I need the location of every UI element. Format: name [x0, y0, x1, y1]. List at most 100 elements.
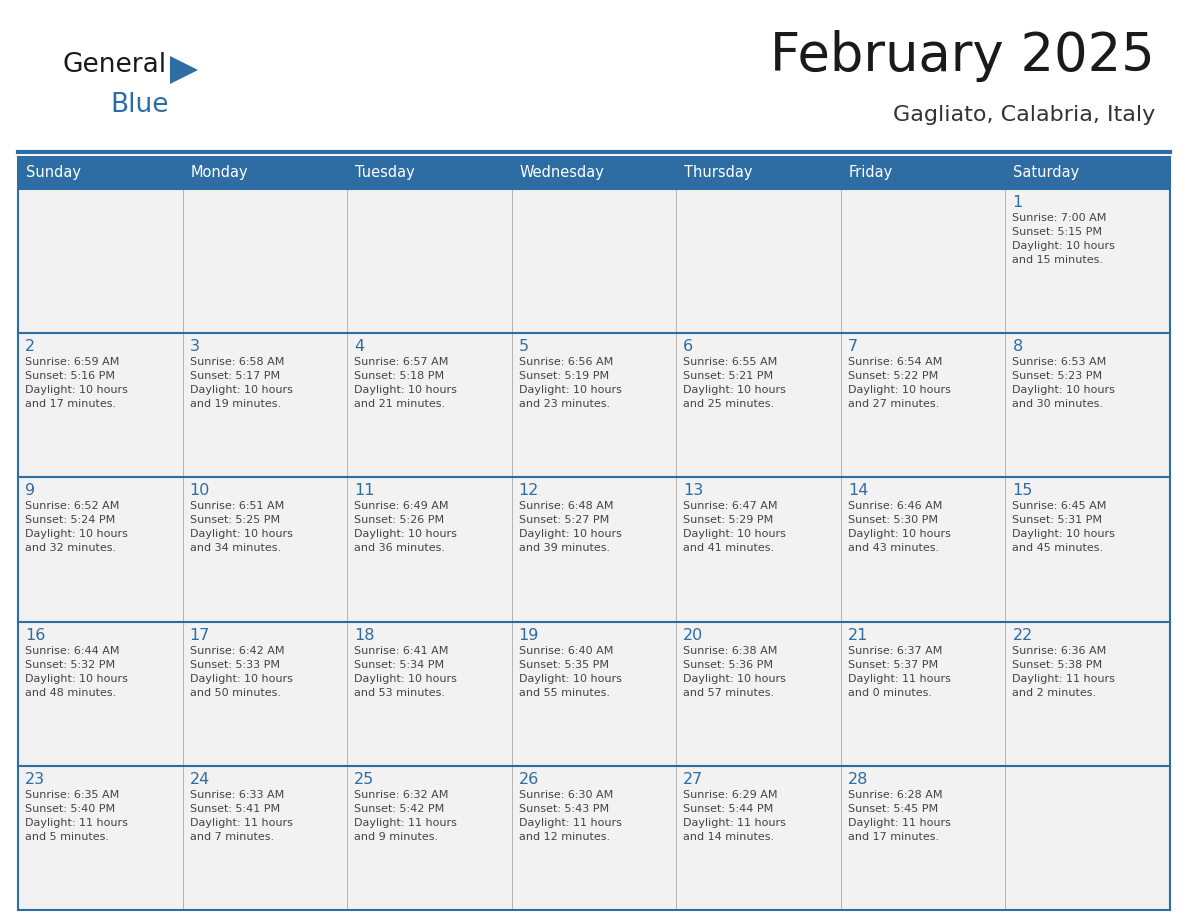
Text: Sunrise: 6:45 AM
Sunset: 5:31 PM
Daylight: 10 hours
and 45 minutes.: Sunrise: 6:45 AM Sunset: 5:31 PM Dayligh…	[1012, 501, 1116, 554]
Text: Sunrise: 6:47 AM
Sunset: 5:29 PM
Daylight: 10 hours
and 41 minutes.: Sunrise: 6:47 AM Sunset: 5:29 PM Dayligh…	[683, 501, 786, 554]
Bar	[676, 333, 841, 477]
Polygon shape	[170, 56, 198, 84]
Bar	[183, 157, 347, 189]
Text: Sunrise: 6:40 AM
Sunset: 5:35 PM
Daylight: 10 hours
and 55 minutes.: Sunrise: 6:40 AM Sunset: 5:35 PM Dayligh…	[519, 645, 621, 698]
Text: Tuesday: Tuesday	[355, 165, 415, 181]
Text: 24: 24	[190, 772, 210, 787]
Text: Sunday: Sunday	[26, 165, 81, 181]
Bar	[512, 477, 676, 621]
Text: 27: 27	[683, 772, 703, 787]
Text: 5: 5	[519, 339, 529, 354]
Bar	[183, 621, 347, 766]
Text: Sunrise: 6:41 AM
Sunset: 5:34 PM
Daylight: 10 hours
and 53 minutes.: Sunrise: 6:41 AM Sunset: 5:34 PM Dayligh…	[354, 645, 457, 698]
Text: 3: 3	[190, 339, 200, 354]
Text: 25: 25	[354, 772, 374, 787]
Bar	[1005, 477, 1170, 621]
Text: Sunrise: 6:49 AM
Sunset: 5:26 PM
Daylight: 10 hours
and 36 minutes.: Sunrise: 6:49 AM Sunset: 5:26 PM Dayligh…	[354, 501, 457, 554]
Bar	[183, 333, 347, 477]
Bar	[18, 157, 183, 189]
Bar	[676, 621, 841, 766]
Bar	[512, 766, 676, 910]
Text: 7: 7	[848, 339, 858, 354]
Text: Blue: Blue	[110, 92, 169, 118]
Bar	[676, 766, 841, 910]
Text: 17: 17	[190, 628, 210, 643]
Text: Wednesday: Wednesday	[519, 165, 605, 181]
Bar	[18, 189, 183, 333]
Text: Sunrise: 6:29 AM
Sunset: 5:44 PM
Daylight: 11 hours
and 14 minutes.: Sunrise: 6:29 AM Sunset: 5:44 PM Dayligh…	[683, 789, 786, 842]
Text: Sunrise: 6:30 AM
Sunset: 5:43 PM
Daylight: 11 hours
and 12 minutes.: Sunrise: 6:30 AM Sunset: 5:43 PM Dayligh…	[519, 789, 621, 842]
Text: Sunrise: 7:00 AM
Sunset: 5:15 PM
Daylight: 10 hours
and 15 minutes.: Sunrise: 7:00 AM Sunset: 5:15 PM Dayligh…	[1012, 213, 1116, 265]
Bar	[841, 333, 1005, 477]
Bar	[512, 157, 676, 189]
Text: 22: 22	[1012, 628, 1032, 643]
Text: Sunrise: 6:46 AM
Sunset: 5:30 PM
Daylight: 10 hours
and 43 minutes.: Sunrise: 6:46 AM Sunset: 5:30 PM Dayligh…	[848, 501, 950, 554]
Bar	[347, 157, 512, 189]
Text: Sunrise: 6:44 AM
Sunset: 5:32 PM
Daylight: 10 hours
and 48 minutes.: Sunrise: 6:44 AM Sunset: 5:32 PM Dayligh…	[25, 645, 128, 698]
Text: Sunrise: 6:33 AM
Sunset: 5:41 PM
Daylight: 11 hours
and 7 minutes.: Sunrise: 6:33 AM Sunset: 5:41 PM Dayligh…	[190, 789, 292, 842]
Text: 15: 15	[1012, 484, 1032, 498]
Bar	[841, 621, 1005, 766]
Text: 14: 14	[848, 484, 868, 498]
Bar	[676, 157, 841, 189]
Text: Sunrise: 6:48 AM
Sunset: 5:27 PM
Daylight: 10 hours
and 39 minutes.: Sunrise: 6:48 AM Sunset: 5:27 PM Dayligh…	[519, 501, 621, 554]
Text: Sunrise: 6:58 AM
Sunset: 5:17 PM
Daylight: 10 hours
and 19 minutes.: Sunrise: 6:58 AM Sunset: 5:17 PM Dayligh…	[190, 357, 292, 409]
Text: 12: 12	[519, 484, 539, 498]
Bar	[512, 189, 676, 333]
Bar	[512, 333, 676, 477]
Text: General: General	[62, 52, 166, 78]
Text: 28: 28	[848, 772, 868, 787]
Text: 16: 16	[25, 628, 45, 643]
Text: 9: 9	[25, 484, 36, 498]
Text: Sunrise: 6:37 AM
Sunset: 5:37 PM
Daylight: 11 hours
and 0 minutes.: Sunrise: 6:37 AM Sunset: 5:37 PM Dayligh…	[848, 645, 950, 698]
Bar	[183, 189, 347, 333]
Bar	[18, 766, 183, 910]
Text: Sunrise: 6:36 AM
Sunset: 5:38 PM
Daylight: 11 hours
and 2 minutes.: Sunrise: 6:36 AM Sunset: 5:38 PM Dayligh…	[1012, 645, 1116, 698]
Text: Sunrise: 6:35 AM
Sunset: 5:40 PM
Daylight: 11 hours
and 5 minutes.: Sunrise: 6:35 AM Sunset: 5:40 PM Dayligh…	[25, 789, 128, 842]
Text: Sunrise: 6:57 AM
Sunset: 5:18 PM
Daylight: 10 hours
and 21 minutes.: Sunrise: 6:57 AM Sunset: 5:18 PM Dayligh…	[354, 357, 457, 409]
Text: 2: 2	[25, 339, 36, 354]
Bar	[18, 477, 183, 621]
Bar	[841, 477, 1005, 621]
Text: Sunrise: 6:55 AM
Sunset: 5:21 PM
Daylight: 10 hours
and 25 minutes.: Sunrise: 6:55 AM Sunset: 5:21 PM Dayligh…	[683, 357, 786, 409]
Text: 20: 20	[683, 628, 703, 643]
Text: 13: 13	[683, 484, 703, 498]
Text: Monday: Monday	[190, 165, 248, 181]
Text: 23: 23	[25, 772, 45, 787]
Bar	[1005, 157, 1170, 189]
Text: 21: 21	[848, 628, 868, 643]
Bar	[512, 621, 676, 766]
Text: 10: 10	[190, 484, 210, 498]
Text: Saturday: Saturday	[1013, 165, 1080, 181]
Text: 8: 8	[1012, 339, 1023, 354]
Text: 4: 4	[354, 339, 365, 354]
Bar	[18, 621, 183, 766]
Text: 18: 18	[354, 628, 374, 643]
Bar	[347, 621, 512, 766]
Bar	[347, 333, 512, 477]
Bar	[347, 477, 512, 621]
Bar	[183, 477, 347, 621]
Text: 1: 1	[1012, 195, 1023, 210]
Text: Sunrise: 6:52 AM
Sunset: 5:24 PM
Daylight: 10 hours
and 32 minutes.: Sunrise: 6:52 AM Sunset: 5:24 PM Dayligh…	[25, 501, 128, 554]
Text: Sunrise: 6:32 AM
Sunset: 5:42 PM
Daylight: 11 hours
and 9 minutes.: Sunrise: 6:32 AM Sunset: 5:42 PM Dayligh…	[354, 789, 457, 842]
Bar	[1005, 189, 1170, 333]
Text: 6: 6	[683, 339, 694, 354]
Bar	[1005, 621, 1170, 766]
Text: Sunrise: 6:53 AM
Sunset: 5:23 PM
Daylight: 10 hours
and 30 minutes.: Sunrise: 6:53 AM Sunset: 5:23 PM Dayligh…	[1012, 357, 1116, 409]
Text: Sunrise: 6:59 AM
Sunset: 5:16 PM
Daylight: 10 hours
and 17 minutes.: Sunrise: 6:59 AM Sunset: 5:16 PM Dayligh…	[25, 357, 128, 409]
Bar	[347, 189, 512, 333]
Bar	[18, 333, 183, 477]
Bar	[1005, 766, 1170, 910]
Bar	[841, 157, 1005, 189]
Text: Sunrise: 6:42 AM
Sunset: 5:33 PM
Daylight: 10 hours
and 50 minutes.: Sunrise: 6:42 AM Sunset: 5:33 PM Dayligh…	[190, 645, 292, 698]
Text: Sunrise: 6:56 AM
Sunset: 5:19 PM
Daylight: 10 hours
and 23 minutes.: Sunrise: 6:56 AM Sunset: 5:19 PM Dayligh…	[519, 357, 621, 409]
Text: Gagliato, Calabria, Italy: Gagliato, Calabria, Italy	[892, 105, 1155, 125]
Text: Sunrise: 6:28 AM
Sunset: 5:45 PM
Daylight: 11 hours
and 17 minutes.: Sunrise: 6:28 AM Sunset: 5:45 PM Dayligh…	[848, 789, 950, 842]
Bar	[841, 766, 1005, 910]
Text: Thursday: Thursday	[684, 165, 753, 181]
Text: 19: 19	[519, 628, 539, 643]
Text: Friday: Friday	[849, 165, 893, 181]
Bar	[676, 477, 841, 621]
Bar	[347, 766, 512, 910]
